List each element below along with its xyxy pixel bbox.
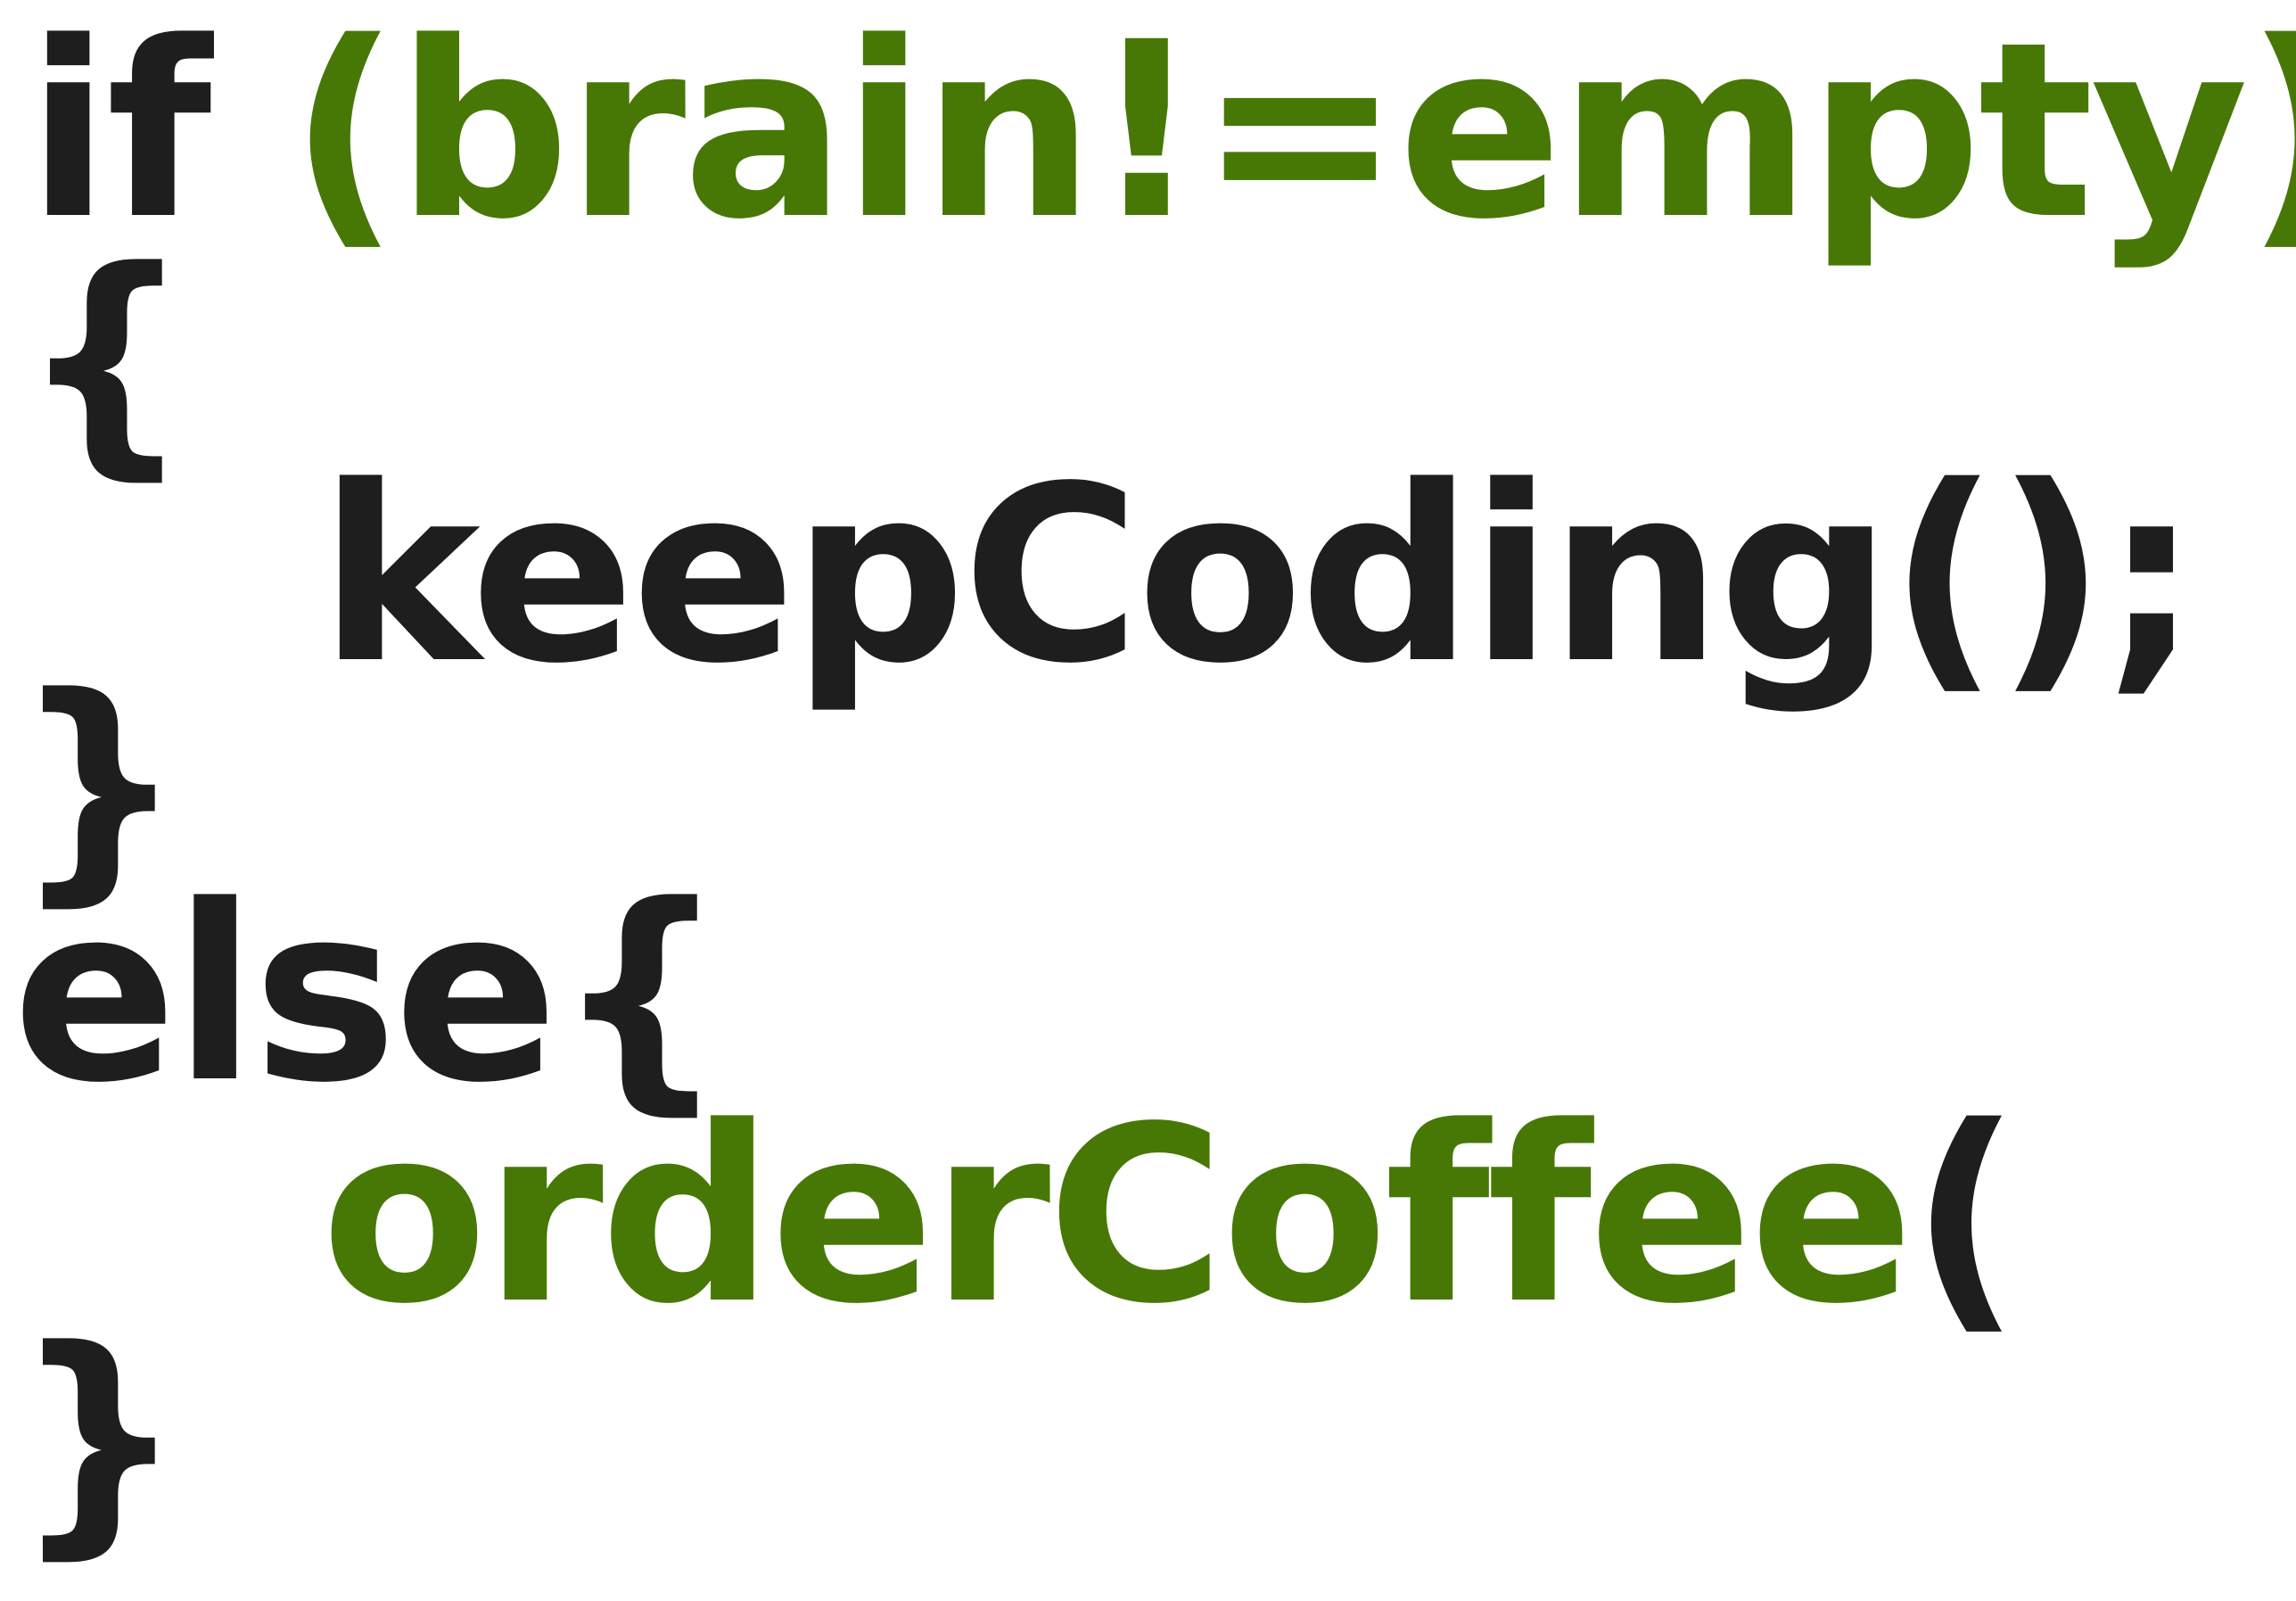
if-keyword: if [27,0,290,273]
code-line-close-brace: } [12,646,185,928]
code-line-if: if (brain!=empty) [27,11,2296,253]
order-coffee-paren: ( [1910,1076,2020,1358]
if-condition: (brain!=empty) [289,0,2296,273]
code-line-order-coffee: orderCoffee( [321,1095,2021,1338]
code-line-final-brace: } [12,1299,185,1580]
code-line-keep-coding: keepCoding(); [319,435,2200,717]
code-line-else: else{ [12,854,728,1136]
code-line-open-brace: { [20,219,193,501]
order-coffee-call: orderCoffee [321,1076,1913,1358]
